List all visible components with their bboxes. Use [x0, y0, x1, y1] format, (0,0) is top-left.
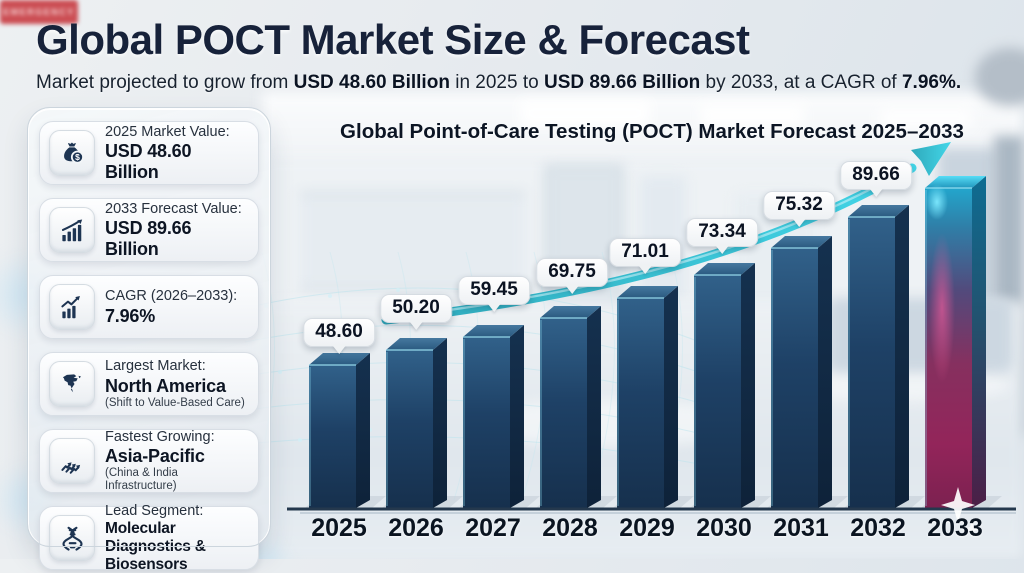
emergency-sign: EMERGENCY — [0, 0, 78, 24]
stats-panel: $ 2025 Market Value: USD 48.60 Billion 2… — [27, 107, 271, 573]
x-axis-label: 2033 — [927, 514, 983, 542]
stat-note: (Shift to Value-Based Care) — [105, 396, 245, 409]
north-america-map-icon — [49, 361, 95, 407]
page-subtitle: Market projected to grow from USD 48.60 … — [36, 72, 961, 94]
value-label-bubble: 75.32 — [763, 191, 835, 220]
x-axis-label: 2027 — [465, 514, 521, 542]
bar-2027 — [459, 325, 540, 508]
stat-label: Fastest Growing: — [105, 428, 215, 445]
x-axis-label: 2026 — [388, 514, 444, 542]
stat-label: Largest Market: — [105, 358, 206, 375]
subtitle-segment: 7.96%. — [901, 72, 962, 93]
stat-card-largest-market: Largest Market: North America (Shift to … — [39, 352, 259, 416]
window-band — [300, 192, 525, 290]
svg-text:$: $ — [75, 152, 80, 162]
stat-note: (China & India Infrastructure) — [105, 467, 178, 493]
money-bag-icon: $ — [49, 130, 95, 176]
ceiling-light — [880, 108, 972, 128]
x-axis-label: 2031 — [773, 514, 829, 542]
x-axis-label: 2029 — [619, 514, 675, 542]
bar-2028 — [536, 306, 617, 508]
chart-title: Global Point-of-Care Testing (POCT) Mark… — [340, 120, 964, 143]
subtitle-segment: by 2033, at a CAGR of — [700, 72, 902, 93]
stat-value: Molecular Diagnostics & Biosensors — [105, 519, 206, 573]
bar-2029 — [613, 286, 694, 508]
sparkle-star — [941, 487, 980, 537]
cagr-trend-icon — [49, 284, 95, 330]
subtitle-segment: USD 48.60 Billion — [293, 72, 450, 93]
stat-card-lead-segment: Lead Segment: Molecular Diagnostics & Bi… — [39, 502, 259, 573]
subtitle-segment: Market projected to grow from — [36, 72, 294, 93]
infographic-root: { "header": { "title": "Global POCT Mark… — [0, 0, 1024, 559]
x-axis-label: 2028 — [542, 514, 598, 542]
value-label-bubble: 48.60 — [303, 318, 375, 347]
page-title: Global POCT Market Size & Forecast — [36, 16, 750, 63]
x-axis-label: 2032 — [850, 514, 906, 542]
x-axis-label: 2025 — [311, 514, 367, 542]
stat-value: North America — [105, 375, 226, 396]
value-label-bubble: 50.20 — [380, 294, 452, 323]
bars-group — [305, 176, 1002, 508]
stat-card-2033-forecast: 2033 Forecast Value: USD 89.66 Billion — [39, 198, 259, 262]
stat-value: USD 48.60 Billion — [105, 141, 192, 182]
rising-arrows-icon — [49, 438, 95, 484]
value-label-bubble: 59.45 — [458, 276, 530, 305]
stat-label: Lead Segment: — [105, 502, 204, 519]
subtitle-segment: USD 89.66 Billion — [543, 72, 701, 93]
x-axis-label: 2030 — [696, 514, 752, 542]
bar-2032 — [844, 205, 925, 508]
x-axis — [287, 507, 1016, 514]
background-blob — [975, 48, 1024, 106]
stat-card-fastest-growing: Fastest Growing: Asia-Pacific (China & I… — [39, 429, 259, 493]
ceiling-light — [520, 100, 650, 126]
stat-value: USD 89.66 Billion — [105, 218, 192, 259]
bar-2025 — [305, 353, 386, 508]
bar-2026 — [382, 338, 463, 508]
stat-card-2025-value: $ 2025 Market Value: USD 48.60 Billion — [39, 121, 259, 185]
dna-helix-icon — [49, 515, 95, 561]
header: Global POCT Market Size & Forecast Marke… — [36, 16, 961, 94]
subtitle-segment: in 2025 to — [449, 72, 544, 93]
stat-card-cagr: CAGR (2026–2033): 7.96% — [39, 275, 259, 339]
value-label-bubble: 69.75 — [536, 258, 608, 287]
stat-label: CAGR (2026–2033): — [105, 288, 238, 305]
stat-value: 7.96% — [105, 305, 156, 326]
value-label-bubble: 89.66 — [840, 161, 912, 190]
stat-value: Asia-Pacific — [105, 446, 205, 467]
bar-2030 — [690, 263, 771, 508]
stat-label: 2033 Forecast Value: — [105, 201, 242, 218]
bar-2031 — [767, 236, 848, 508]
stat-label: 2025 Market Value: — [105, 124, 230, 141]
bar-2033 — [921, 176, 1002, 508]
bar-chart — [287, 142, 1016, 537]
value-label-bubble: 73.34 — [686, 218, 758, 247]
growth-bars-icon — [49, 207, 95, 253]
value-label-bubble: 71.01 — [609, 238, 681, 267]
ceiling-light — [700, 104, 804, 126]
